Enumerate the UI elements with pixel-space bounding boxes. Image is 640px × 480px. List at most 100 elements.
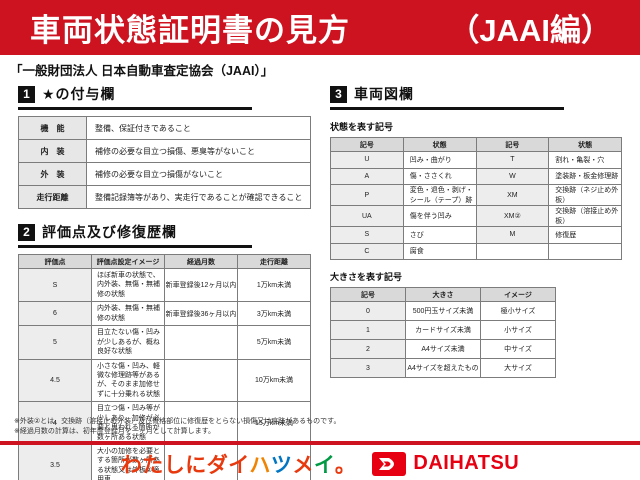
table-row: U 凹み・曲がり T 割れ・亀裂・穴 [330,151,622,169]
column-header: 評価点設定イメージ [91,254,165,269]
table-row: 6 内外装、無傷・無補修の状態 新車登録後36ヶ月以内 3万km未満 [18,301,311,327]
column-header: 経過月数 [164,254,238,269]
table-row: 2 A4サイズ未満 中サイズ [330,339,556,359]
grade-desc: 内外装、無傷・無補修の状態 [91,301,165,327]
table-row: 3 A4サイズを超えたもの 大サイズ [330,358,556,378]
size-code: 1 [330,320,406,340]
star-criteria-table: 機 能 整備、保証付きであること 内 装 補修の必要な目立つ損傷、悪臭等がないこ… [18,116,311,209]
symbol-state: 腐食 [402,242,477,260]
size-code: 3 [330,358,406,378]
grade-point: 6 [18,301,92,327]
grade-distance: 5万km未満 [237,325,311,360]
symbol-code: A [330,167,404,185]
section3-title: 車両図欄 [354,86,414,102]
table-row: S さび M 修復歴 [330,226,622,244]
brand-slogan: わたしにダイハツメイ。 [120,453,357,477]
column-header: 大きさ [405,287,481,302]
footnotes: ※外装②とは、交換跡（溶接止め外装）及び骨格部位に修復歴をとらない損傷又は痕跡が… [14,417,340,437]
symbol-state: 凹み・曲がり [402,151,477,169]
daihatsu-emblem-icon [372,451,407,476]
symbol-state: 傷を伴う凹み [402,205,477,227]
symbol-code: P [330,184,404,206]
footer-divider [0,441,640,445]
table-header-row: 記号 状態 記号 状態 [330,137,622,152]
size-desc: A4サイズを超えたもの [405,358,481,378]
section1-title: ★の付与欄 [42,86,116,102]
state-symbols-table: 記号 状態 記号 状態 U 凹み・曲がり T 割れ・亀裂・穴 A 傷・ささくれ … [330,137,622,260]
grade-months: 新車登録後36ヶ月以内 [164,301,238,327]
table-row: 0 500円玉サイズ未満 極小サイズ [330,301,556,321]
table-row: C 腐食 [330,242,622,260]
grade-point: S [18,267,92,303]
symbol-state: さび [402,226,477,244]
table-row: 4.5 小さな傷・凹み、軽微な修理跡等があるが、そのまま加修せずに十分乗れる状態… [18,358,311,403]
footer: わたしにダイハツメイ。 DAIHATSU [0,447,640,480]
grade-desc: ほぼ新車の状態で、内外装、無傷・無補修の状態 [91,267,165,303]
table-header-row: 評価点 評価点設定イメージ 経過月数 走行距離 [18,254,311,269]
grade-months: 新車登録後12ヶ月以内 [164,267,238,303]
symbol-code: T [475,151,550,169]
table-row: 3.5 大小の加修を必要とする箇所が数ヶ所ある状態又は外板②適用車 [18,444,311,480]
criteria-label: 外 装 [18,162,87,186]
criteria-desc: 整備記録簿等があり、実走行であることが確認できること [86,185,311,209]
section2-title: 評価点及び修復歴欄 [42,224,177,240]
footnote-line: ※経過月数の計算は、初年度登録月を一ヶ月として計算します。 [14,428,215,436]
symbol-code: S [330,226,404,244]
grade-distance [237,444,311,480]
table-row: 5 目立たない傷・凹みが少しあるが、概ね良好な状態 5万km未満 [18,325,311,360]
grade-distance: 3万km未満 [237,301,311,327]
table-row: A 傷・ささくれ W 塗装跡・板金修理跡 [330,167,622,185]
table-row: 1 カードサイズ未満 小サイズ [330,320,556,340]
size-image: 極小サイズ [480,301,556,321]
section3-header: 3 車両図欄 [330,84,564,110]
grade-distance: 1万km未満 [237,267,311,303]
symbol-code-empty [475,242,550,260]
footnote-line: ※外装②とは、交換跡（溶接止め外装）及び骨格部位に修復歴をとらない損傷又は痕跡が… [14,418,341,425]
table-header-row: 記号 大きさ イメージ [330,287,556,302]
column-header: 評価点 [18,254,92,269]
grade-point: 5 [18,325,92,360]
symbol-code: XM② [475,205,550,227]
table-row: 4 目立つ傷・凹み等が少しあり、加修が必要と思われる箇所が数ヶ所ある状態 15万… [18,401,311,445]
size-image: 中サイズ [480,339,556,359]
table-row: 走行距離 整備記録簿等があり、実走行であることが確認できること [18,185,311,209]
table-row: 機 能 整備、保証付きであること [18,116,311,140]
column-header: 状態 [548,137,622,152]
size-image: 大サイズ [480,358,556,378]
symbol-code: XM [475,184,550,206]
size-desc: 500円玉サイズ未満 [405,301,481,321]
state-symbols-label: 状態を表す記号 [330,122,394,132]
symbol-code: U [330,151,404,169]
symbol-code: M [475,226,550,244]
symbol-state: 変色・退色・剥げ・シール（テープ）跡 [402,184,477,206]
grade-point: 3.5 [18,444,92,480]
grade-months [164,358,238,403]
column-header: 記号 [330,287,406,302]
section2-number-badge: 2 [18,223,35,241]
size-desc: A4サイズ未満 [405,339,481,359]
section1-number-badge: 1 [18,85,35,103]
size-code: 0 [330,301,406,321]
symbol-state: 割れ・亀裂・穴 [548,151,622,169]
grade-distance: 10万km未満 [237,358,311,403]
size-desc: カードサイズ未満 [405,320,481,340]
left-column: 1 ★の付与欄 機 能 整備、保証付きであること 内 装 補修の必要な目立つ損傷… [18,84,311,480]
symbol-code: W [475,167,550,185]
column-header: 記号 [330,137,404,152]
page-title-suffix: （JAAI編） [448,13,612,48]
table-row: 内 装 補修の必要な目立つ損傷、悪臭等がないこと [18,139,311,163]
table-row: P 変色・退色・剥げ・シール（テープ）跡 XM 交換跡（ネジ止め外板） [330,184,622,206]
symbol-state: 交換跡（ネジ止め外板） [548,184,622,206]
column-header: 記号 [475,137,550,152]
symbol-code: C [330,242,404,260]
column-header: 走行距離 [237,254,311,269]
criteria-label: 内 装 [18,139,87,163]
symbol-state: 交換跡（溶接止め外板） [548,205,622,227]
criteria-label: 機 能 [18,116,87,140]
symbol-state [548,242,622,260]
size-code: 2 [330,339,406,359]
symbol-code: UA [330,205,404,227]
section2-header: 2 評価点及び修復歴欄 [18,222,252,248]
size-symbols-label: 大きさを表す記号 [330,272,403,282]
